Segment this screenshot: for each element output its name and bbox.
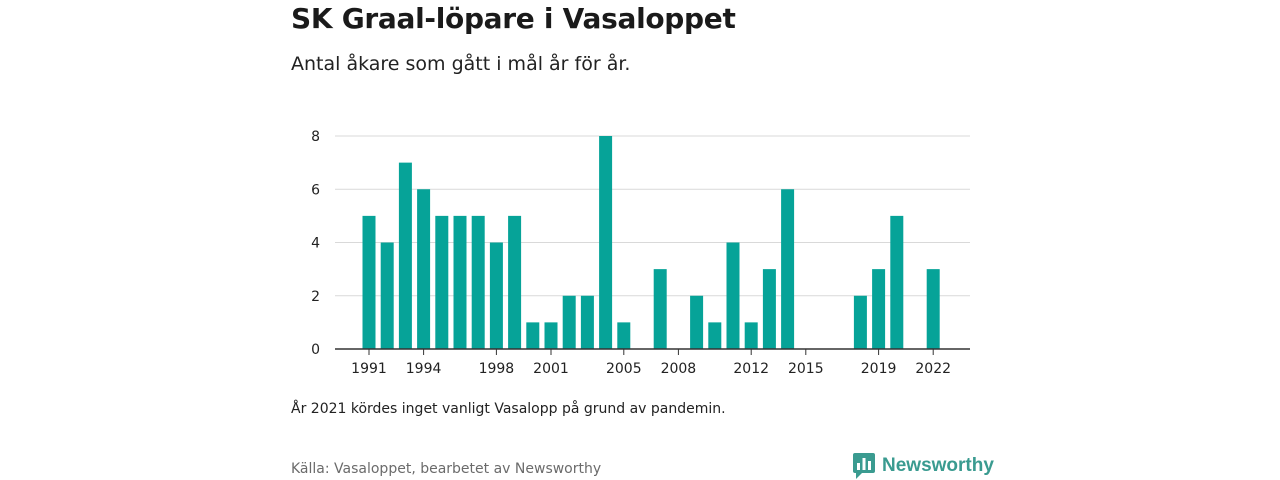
- chart-title: SK Graal-löpare i Vasaloppet: [291, 2, 736, 35]
- x-tick-label: 1991: [351, 361, 387, 377]
- chart-note: År 2021 kördes inget vanligt Vasalopp på…: [291, 401, 726, 417]
- x-tick-label: 2022: [915, 361, 951, 377]
- chart-subtitle: Antal åkare som gått i mål år för år.: [291, 53, 631, 75]
- x-tick-label: 1994: [406, 361, 442, 377]
- bar-1994: [417, 189, 431, 349]
- bar-2020: [890, 215, 904, 349]
- bar-2013: [762, 269, 776, 349]
- x-tick-label: 2012: [733, 361, 769, 377]
- bar-2018: [853, 295, 867, 349]
- bar-2002: [562, 295, 576, 349]
- bar-2009: [690, 295, 704, 349]
- bar-2011: [726, 242, 740, 349]
- bar-2014: [781, 189, 795, 349]
- bar-2004: [599, 136, 613, 349]
- x-tick-label: 2015: [788, 361, 824, 377]
- bar-1998: [489, 242, 503, 349]
- x-tick-label: 2008: [661, 361, 697, 377]
- x-tick-label: 2019: [861, 361, 897, 377]
- y-tick-label: 8: [311, 129, 320, 145]
- bar-chart: 0 2 4 6 8 1991 1994 1998 2001 2005 2008 2012 2015 201…: [311, 129, 970, 377]
- x-tick-label: 2005: [606, 361, 642, 377]
- bar-2001: [544, 322, 558, 349]
- bar-2012: [744, 322, 758, 349]
- bar-1996: [453, 215, 467, 349]
- y-tick-label: 4: [311, 236, 320, 252]
- bar-1993: [398, 162, 412, 349]
- bar-2022: [926, 269, 940, 349]
- bar-1997: [471, 215, 485, 349]
- bar-2005: [617, 322, 631, 349]
- y-tick-label: 6: [311, 182, 320, 198]
- brand-name: Newsworthy: [882, 455, 994, 476]
- bar-1991: [362, 215, 376, 349]
- bar-2000: [526, 322, 540, 349]
- newsworthy-brand[interactable]: Newsworthy: [853, 453, 994, 479]
- x-tick-label: 2001: [533, 361, 569, 377]
- y-tick-label: 0: [311, 342, 320, 358]
- newsworthy-logo-icon: [853, 453, 875, 479]
- x-tick-label: 1998: [479, 361, 515, 377]
- bar-2010: [708, 322, 722, 349]
- bar-1995: [435, 215, 449, 349]
- y-tick-label: 2: [311, 289, 320, 305]
- bar-2003: [580, 295, 594, 349]
- bar-1992: [380, 242, 394, 349]
- bar-2007: [653, 269, 667, 349]
- source-credit: Källa: Vasaloppet, bearbetet av Newswort…: [291, 461, 602, 477]
- bar-2019: [872, 269, 886, 349]
- bar-1999: [508, 215, 522, 349]
